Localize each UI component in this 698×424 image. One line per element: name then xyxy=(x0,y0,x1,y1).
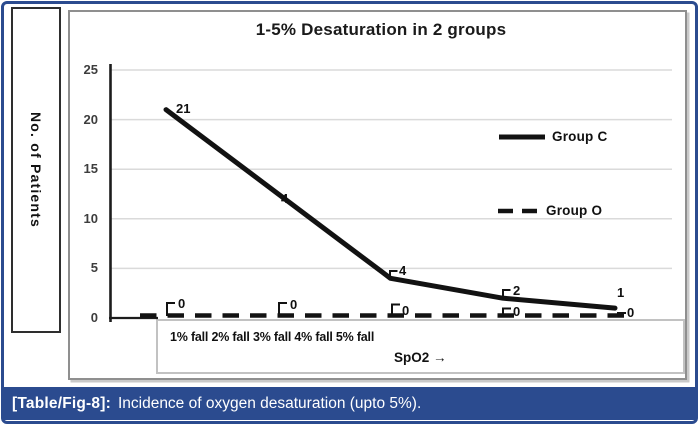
caption-text: Incidence of oxygen desaturation (upto 5… xyxy=(117,394,422,412)
legend-item-group-o: Group O xyxy=(497,203,602,218)
x-axis-title: SpO2 → xyxy=(394,350,447,365)
legend-label-group-c: Group C xyxy=(552,129,608,144)
y-axis-title: No. of Patients xyxy=(28,111,44,228)
legend-line-dashed-icon xyxy=(498,208,540,213)
x-axis-category-labels: 1% fall 2% fall 3% fall 4% fall 5% fall xyxy=(170,330,375,344)
legend-item-group-c: Group C xyxy=(497,129,607,144)
caption-label: [Table/Fig-8]: xyxy=(12,394,111,412)
y-axis-title-box: No. of Patients xyxy=(11,7,61,333)
legend-line-solid-icon xyxy=(499,134,545,139)
figure-caption: [Table/Fig-8]: Incidence of oxygen desat… xyxy=(3,387,695,420)
x-axis-label-box: 1% fall 2% fall 3% fall 4% fall 5% fall … xyxy=(156,319,685,374)
chart-title: 1-5% Desaturation in 2 groups xyxy=(255,20,507,39)
chart-area xyxy=(68,10,687,380)
legend-label-group-o: Group O xyxy=(546,203,603,218)
